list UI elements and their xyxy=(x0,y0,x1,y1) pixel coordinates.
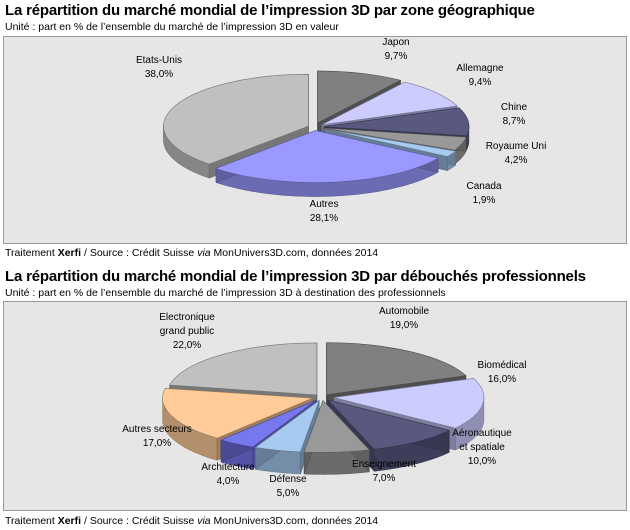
chart-title: La répartition du marché mondial de l’im… xyxy=(5,268,586,285)
slice-label: Défense 5,0% xyxy=(269,474,307,499)
pie-slice xyxy=(326,399,451,450)
pie-slice xyxy=(323,127,467,151)
chart-subtitle: Unité : part en % de l’ensemble du march… xyxy=(5,21,339,33)
slice-label: Architecture 4,0% xyxy=(201,462,255,487)
pie-slice xyxy=(323,107,470,137)
pie-slice xyxy=(333,378,485,429)
slice-label: Royaume Uni 4,2% xyxy=(486,141,547,166)
slice-label: Biomédical 16,0% xyxy=(478,360,527,385)
pie-slice xyxy=(220,399,317,448)
slice-label: Canada 1,9% xyxy=(466,181,501,206)
chart-frame: Japon 9,7% Allemagne 9,4% Chine 8,7% Royaume U… xyxy=(3,36,627,244)
slice-label: Chine 8,7% xyxy=(501,102,528,127)
pie-slice xyxy=(326,342,467,396)
pie-slice xyxy=(317,70,402,124)
pie-slice xyxy=(215,130,440,183)
pie-chart-geographic: Japon 9,7% Allemagne 9,4% Chine 8,7% Royaume U… xyxy=(136,37,547,224)
pie-slice xyxy=(321,81,458,126)
slice-label: Japon 9,7% xyxy=(382,37,409,62)
pie-slice xyxy=(324,128,457,157)
chart-title: La répartition du marché mondial de l’im… xyxy=(5,2,535,19)
slice-label: Allemagne 9,4% xyxy=(456,63,504,88)
slice-label: Automobile 19,0% xyxy=(379,306,429,331)
slice-label: Autres 28,1% xyxy=(310,199,339,224)
pie-slice xyxy=(162,388,313,439)
source-note: Traitement Xerfi / Source : Crédit Suiss… xyxy=(5,515,379,527)
chart-subtitle: Unité : part en % de l’ensemble du march… xyxy=(5,287,446,299)
slice-label: Aéronautique et spatiale 10,0% xyxy=(452,428,512,467)
source-note: Traitement Xerfi / Source : Crédit Suiss… xyxy=(5,247,379,259)
slice-label: Electronique grand public 22,0% xyxy=(159,312,215,351)
slice-label: Enseignement 7,0% xyxy=(352,459,416,484)
pie-slice xyxy=(163,73,309,165)
pie-slice xyxy=(169,342,318,396)
pie-slice xyxy=(303,399,370,453)
pie-slice xyxy=(254,399,320,453)
slice-label: Etats-Unis 38,0% xyxy=(136,55,182,80)
pie-chart-sectors: Automobile 19,0% Biomédical 16,0% Aéronautiq… xyxy=(122,306,527,499)
chart-frame: Automobile 19,0% Biomédical 16,0% Aéronautiq… xyxy=(3,301,627,511)
slice-label: Autres secteurs 17,0% xyxy=(122,424,191,449)
